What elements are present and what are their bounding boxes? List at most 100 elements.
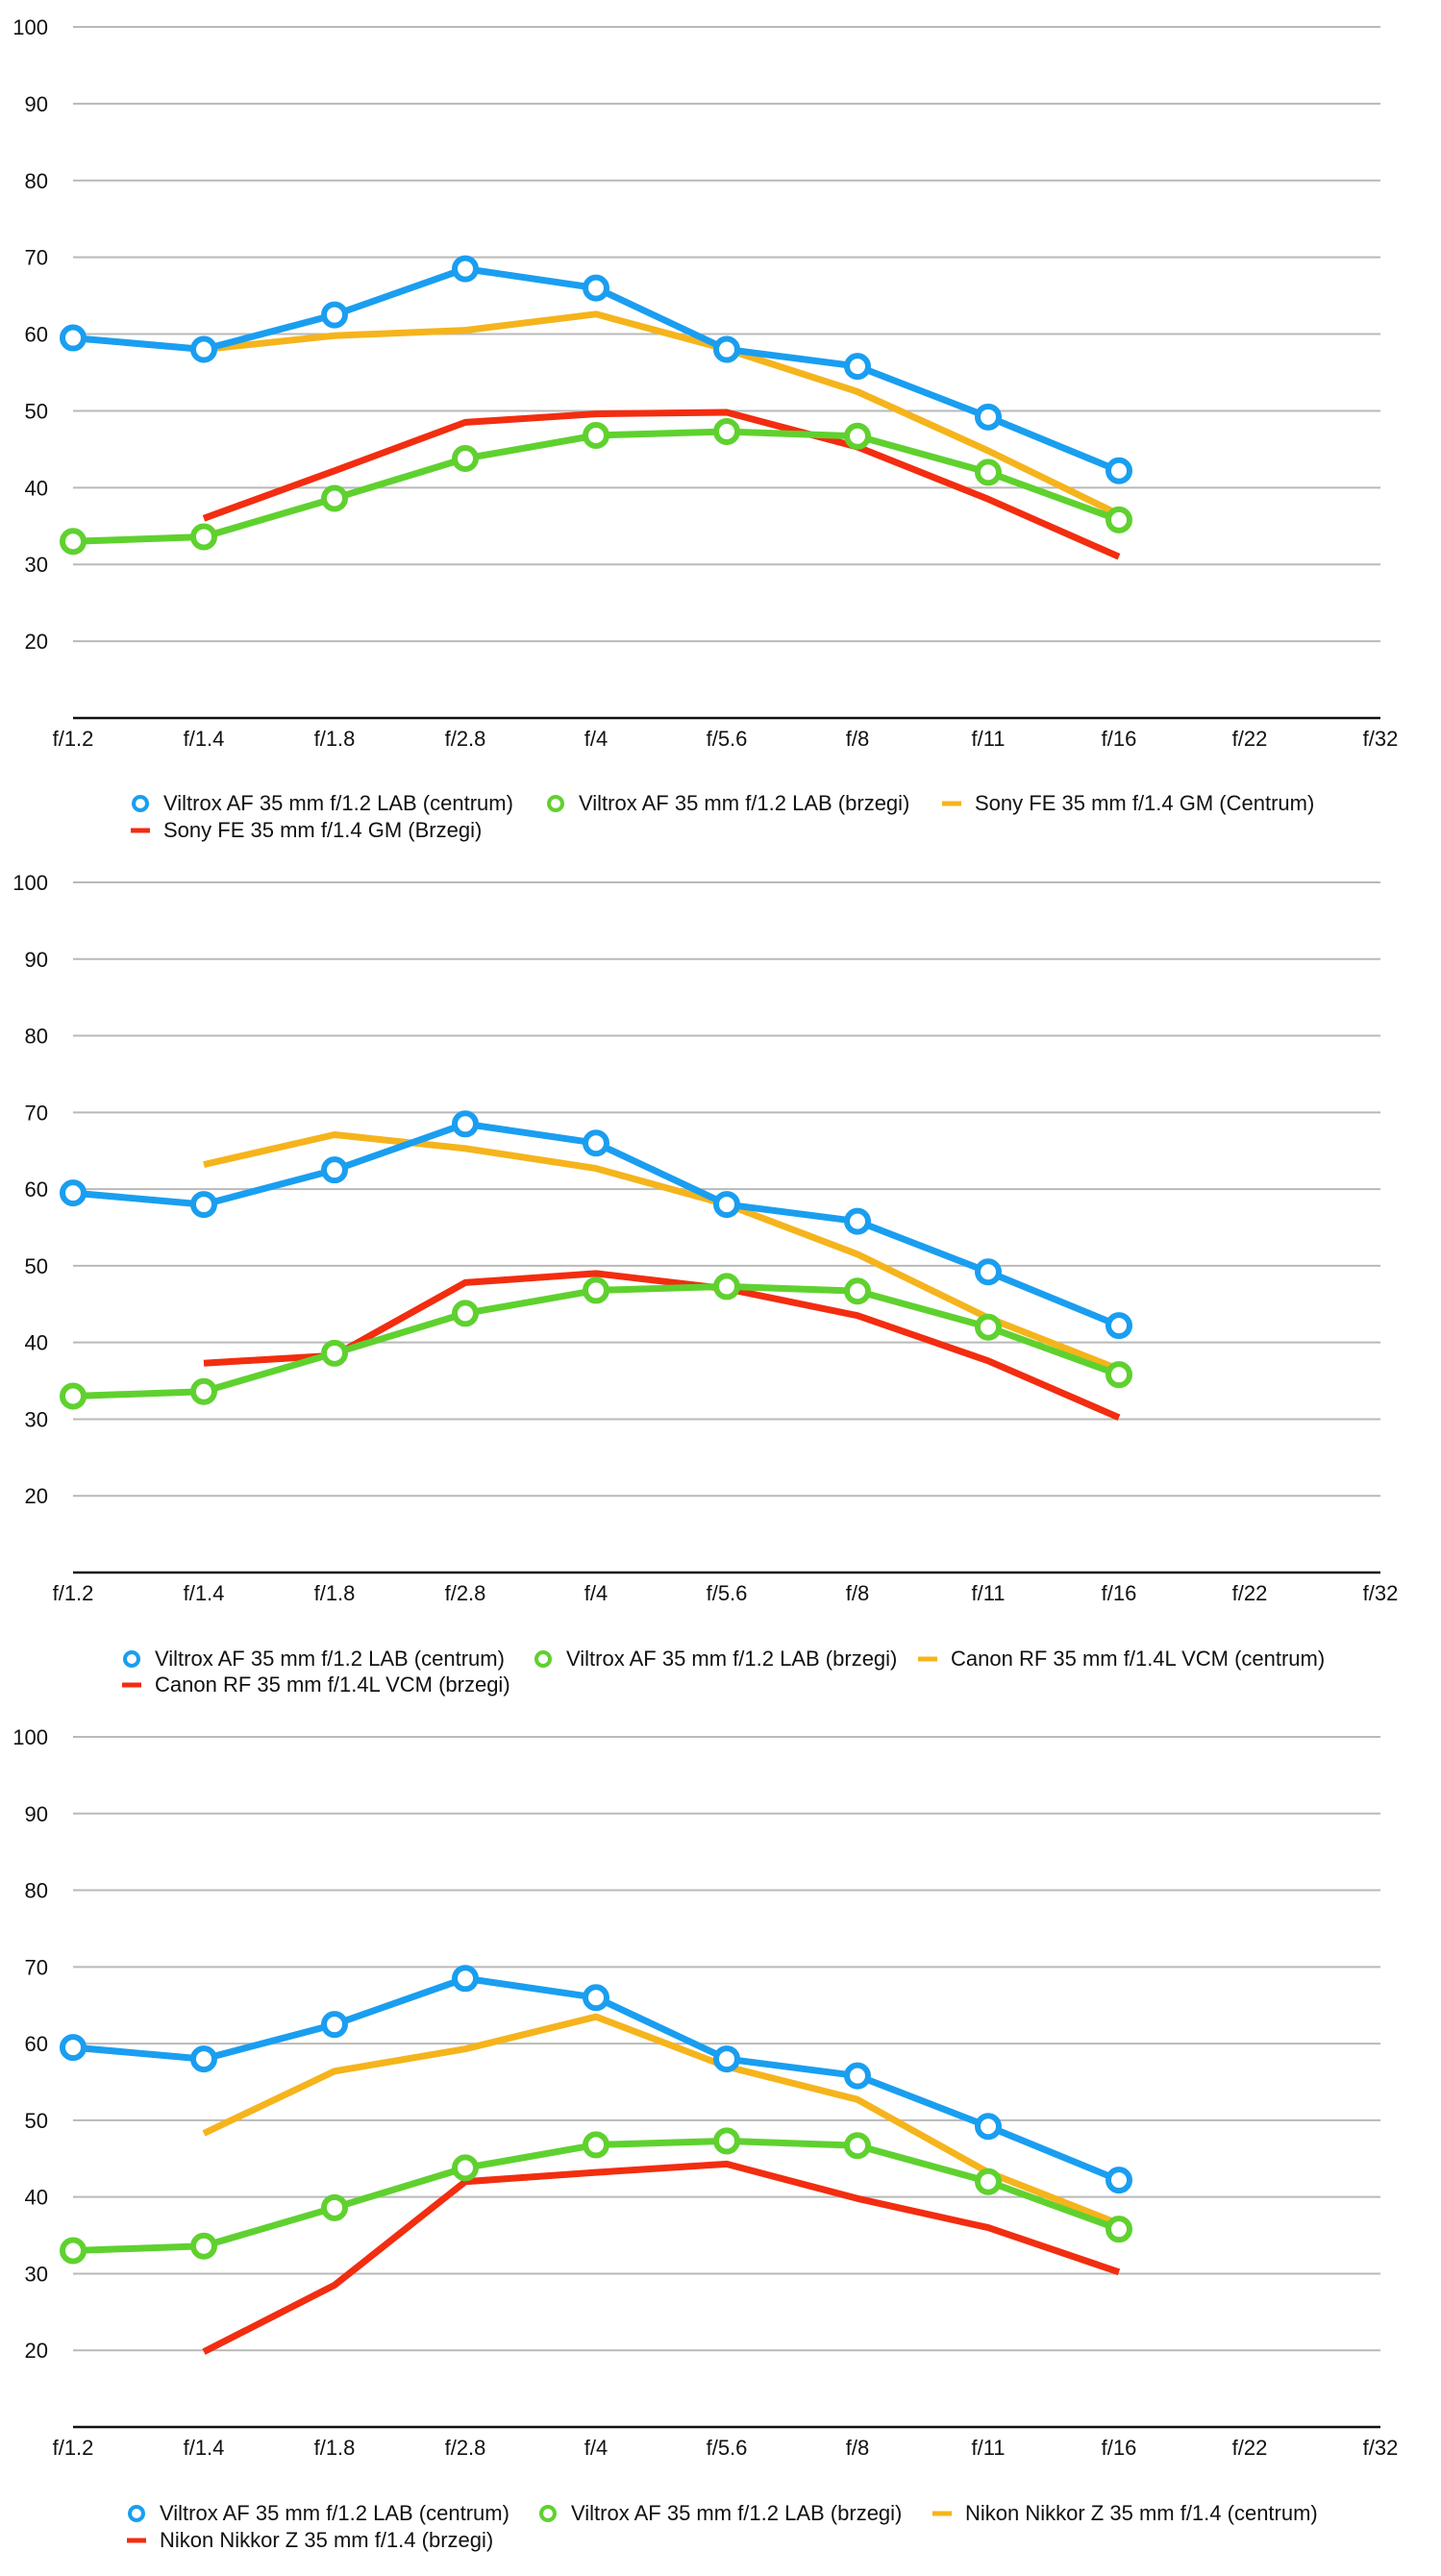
x-tick-label: f/32 — [1363, 1581, 1399, 1605]
y-tick-label: 90 — [25, 92, 48, 116]
legend-label-4: Canon RF 35 mm f/1.4L VCM (brzegi) — [155, 1672, 510, 1697]
x-tick-label: f/1.4 — [184, 2436, 225, 2460]
series-point-1 — [713, 1191, 740, 1219]
chart-2: 20 30 40 50 60 70 80 90 100 f/1.2 f/1.4 f/1.8 f/2.8 f… — [12, 871, 1398, 1697]
x-tick-label: f/4 — [584, 727, 608, 751]
series-point-2 — [583, 2131, 609, 2159]
series-point-2 — [190, 523, 217, 551]
series-line-3 — [203, 310, 1121, 518]
series-point-2 — [60, 2237, 87, 2265]
series-point-1 — [975, 1258, 1002, 1286]
y-tick-label: 60 — [25, 2032, 48, 2056]
x-tick-label: f/16 — [1102, 2436, 1137, 2460]
series-point-1 — [452, 1110, 479, 1138]
series-line-3 — [203, 1131, 1121, 1373]
y-tick-label: 60 — [25, 323, 48, 347]
series-point-2 — [844, 422, 871, 450]
series-point-2 — [452, 2154, 479, 2182]
series-point-1 — [321, 2011, 348, 2039]
y-tick-label: 60 — [25, 1177, 48, 1201]
series-point-1 — [844, 1207, 871, 1235]
y-tick-label: 80 — [25, 1025, 48, 1049]
x-tick-label: f/4 — [584, 1581, 608, 1605]
y-tick-label: 20 — [25, 630, 48, 654]
series-point-2 — [1106, 506, 1132, 533]
series-point-1 — [1106, 457, 1132, 484]
series-point-2 — [713, 1273, 740, 1300]
x-tick-label: f/16 — [1102, 727, 1137, 751]
series-point-2 — [713, 418, 740, 446]
series-point-1 — [844, 353, 871, 381]
series-point-1 — [713, 335, 740, 363]
y-tick-label: 20 — [25, 2339, 48, 2363]
y-tick-label: 70 — [25, 1101, 48, 1125]
x-tick-label: f/11 — [971, 1581, 1005, 1605]
series-point-1 — [1106, 2167, 1132, 2194]
y-tick-label: 20 — [25, 1484, 48, 1508]
y-tick-label: 80 — [25, 1879, 48, 1903]
x-tick-label: f/5.6 — [707, 727, 748, 751]
legend-label-1: Viltrox AF 35 mm f/1.2 LAB (centrum) — [160, 2501, 509, 2525]
x-tick-label: f/32 — [1363, 2436, 1399, 2460]
series-point-2 — [1106, 2216, 1132, 2243]
legend-label-2: Viltrox AF 35 mm f/1.2 LAB (brzegi) — [566, 1647, 897, 1671]
x-tick-label: f/22 — [1232, 2436, 1268, 2460]
legend-marker-1 — [132, 795, 149, 812]
y-tick-label: 50 — [25, 2109, 48, 2133]
x-tick-label: f/32 — [1363, 727, 1399, 751]
series-point-2 — [844, 1277, 871, 1305]
y-tick-label: 90 — [25, 948, 48, 972]
legend-marker-1 — [128, 2505, 145, 2522]
legend-label-2: Viltrox AF 35 mm f/1.2 LAB (brzegi) — [571, 2501, 902, 2525]
y-tick-label: 30 — [25, 553, 48, 577]
x-tick-label: f/11 — [971, 727, 1005, 751]
series-point-2 — [713, 2127, 740, 2155]
legend-label-2: Viltrox AF 35 mm f/1.2 LAB (brzegi) — [579, 791, 909, 815]
legend-label-4: Sony FE 35 mm f/1.4 GM (Brzegi) — [163, 818, 482, 842]
x-tick-label: f/22 — [1232, 1581, 1268, 1605]
y-tick-label: 100 — [12, 871, 48, 895]
x-tick-label: f/1.4 — [184, 1581, 225, 1605]
y-tick-label: 70 — [25, 246, 48, 270]
series-point-1 — [321, 1156, 348, 1184]
y-tick-label: 70 — [25, 1955, 48, 1979]
series-line-3 — [202, 2013, 1121, 2227]
series-point-1 — [452, 1965, 479, 1993]
series-point-1 — [190, 2045, 217, 2073]
series-point-2 — [844, 2132, 871, 2160]
y-tick-label: 30 — [25, 2262, 48, 2286]
legend-label-3: Nikon Nikkor Z 35 mm f/1.4 (centrum) — [965, 2501, 1318, 2525]
x-tick-label: f/8 — [846, 2436, 869, 2460]
series-point-1 — [713, 2045, 740, 2073]
legend: Viltrox AF 35 mm f/1.2 LAB (centrum) Vilt… — [127, 2501, 1318, 2552]
series-line-4 — [202, 2160, 1121, 2355]
series-point-2 — [190, 2232, 217, 2260]
legend-marker-1 — [123, 1650, 140, 1668]
legend-label-1: Viltrox AF 35 mm f/1.2 LAB (centrum) — [155, 1647, 505, 1671]
legend-label-1: Viltrox AF 35 mm f/1.2 LAB (centrum) — [163, 791, 513, 815]
series-point-2 — [975, 458, 1002, 486]
legend-label-4: Nikon Nikkor Z 35 mm f/1.4 (brzegi) — [160, 2528, 493, 2552]
series-point-2 — [1106, 1361, 1132, 1389]
legend-marker-2 — [547, 795, 564, 812]
series-point-2 — [321, 484, 348, 512]
series-point-1 — [190, 1191, 217, 1219]
legend-marker-2 — [534, 1650, 552, 1668]
y-tick-label: 50 — [25, 399, 48, 423]
legend: Viltrox AF 35 mm f/1.2 LAB (centrum) Vilt… — [122, 1647, 1325, 1697]
series-point-1 — [1106, 1312, 1132, 1340]
series-point-2 — [583, 1276, 609, 1304]
legend-label-3: Canon RF 35 mm f/1.4L VCM (centrum) — [951, 1647, 1325, 1671]
x-tick-label: f/4 — [584, 2436, 608, 2460]
chart-1: 20 30 40 50 60 70 80 90 100 f/1.2 f/1.4 f/1.8 f/2.8 f… — [12, 15, 1398, 842]
y-tick-label: 40 — [25, 2186, 48, 2210]
series-point-2 — [321, 1339, 348, 1367]
series-point-1 — [321, 301, 348, 329]
y-tick-label: 90 — [25, 1802, 48, 1826]
series-point-2 — [452, 444, 479, 472]
series-point-2 — [583, 422, 609, 450]
series-point-1 — [60, 324, 87, 352]
legend-label-3: Sony FE 35 mm f/1.4 GM (Centrum) — [975, 791, 1314, 815]
series-point-2 — [975, 1313, 1002, 1341]
